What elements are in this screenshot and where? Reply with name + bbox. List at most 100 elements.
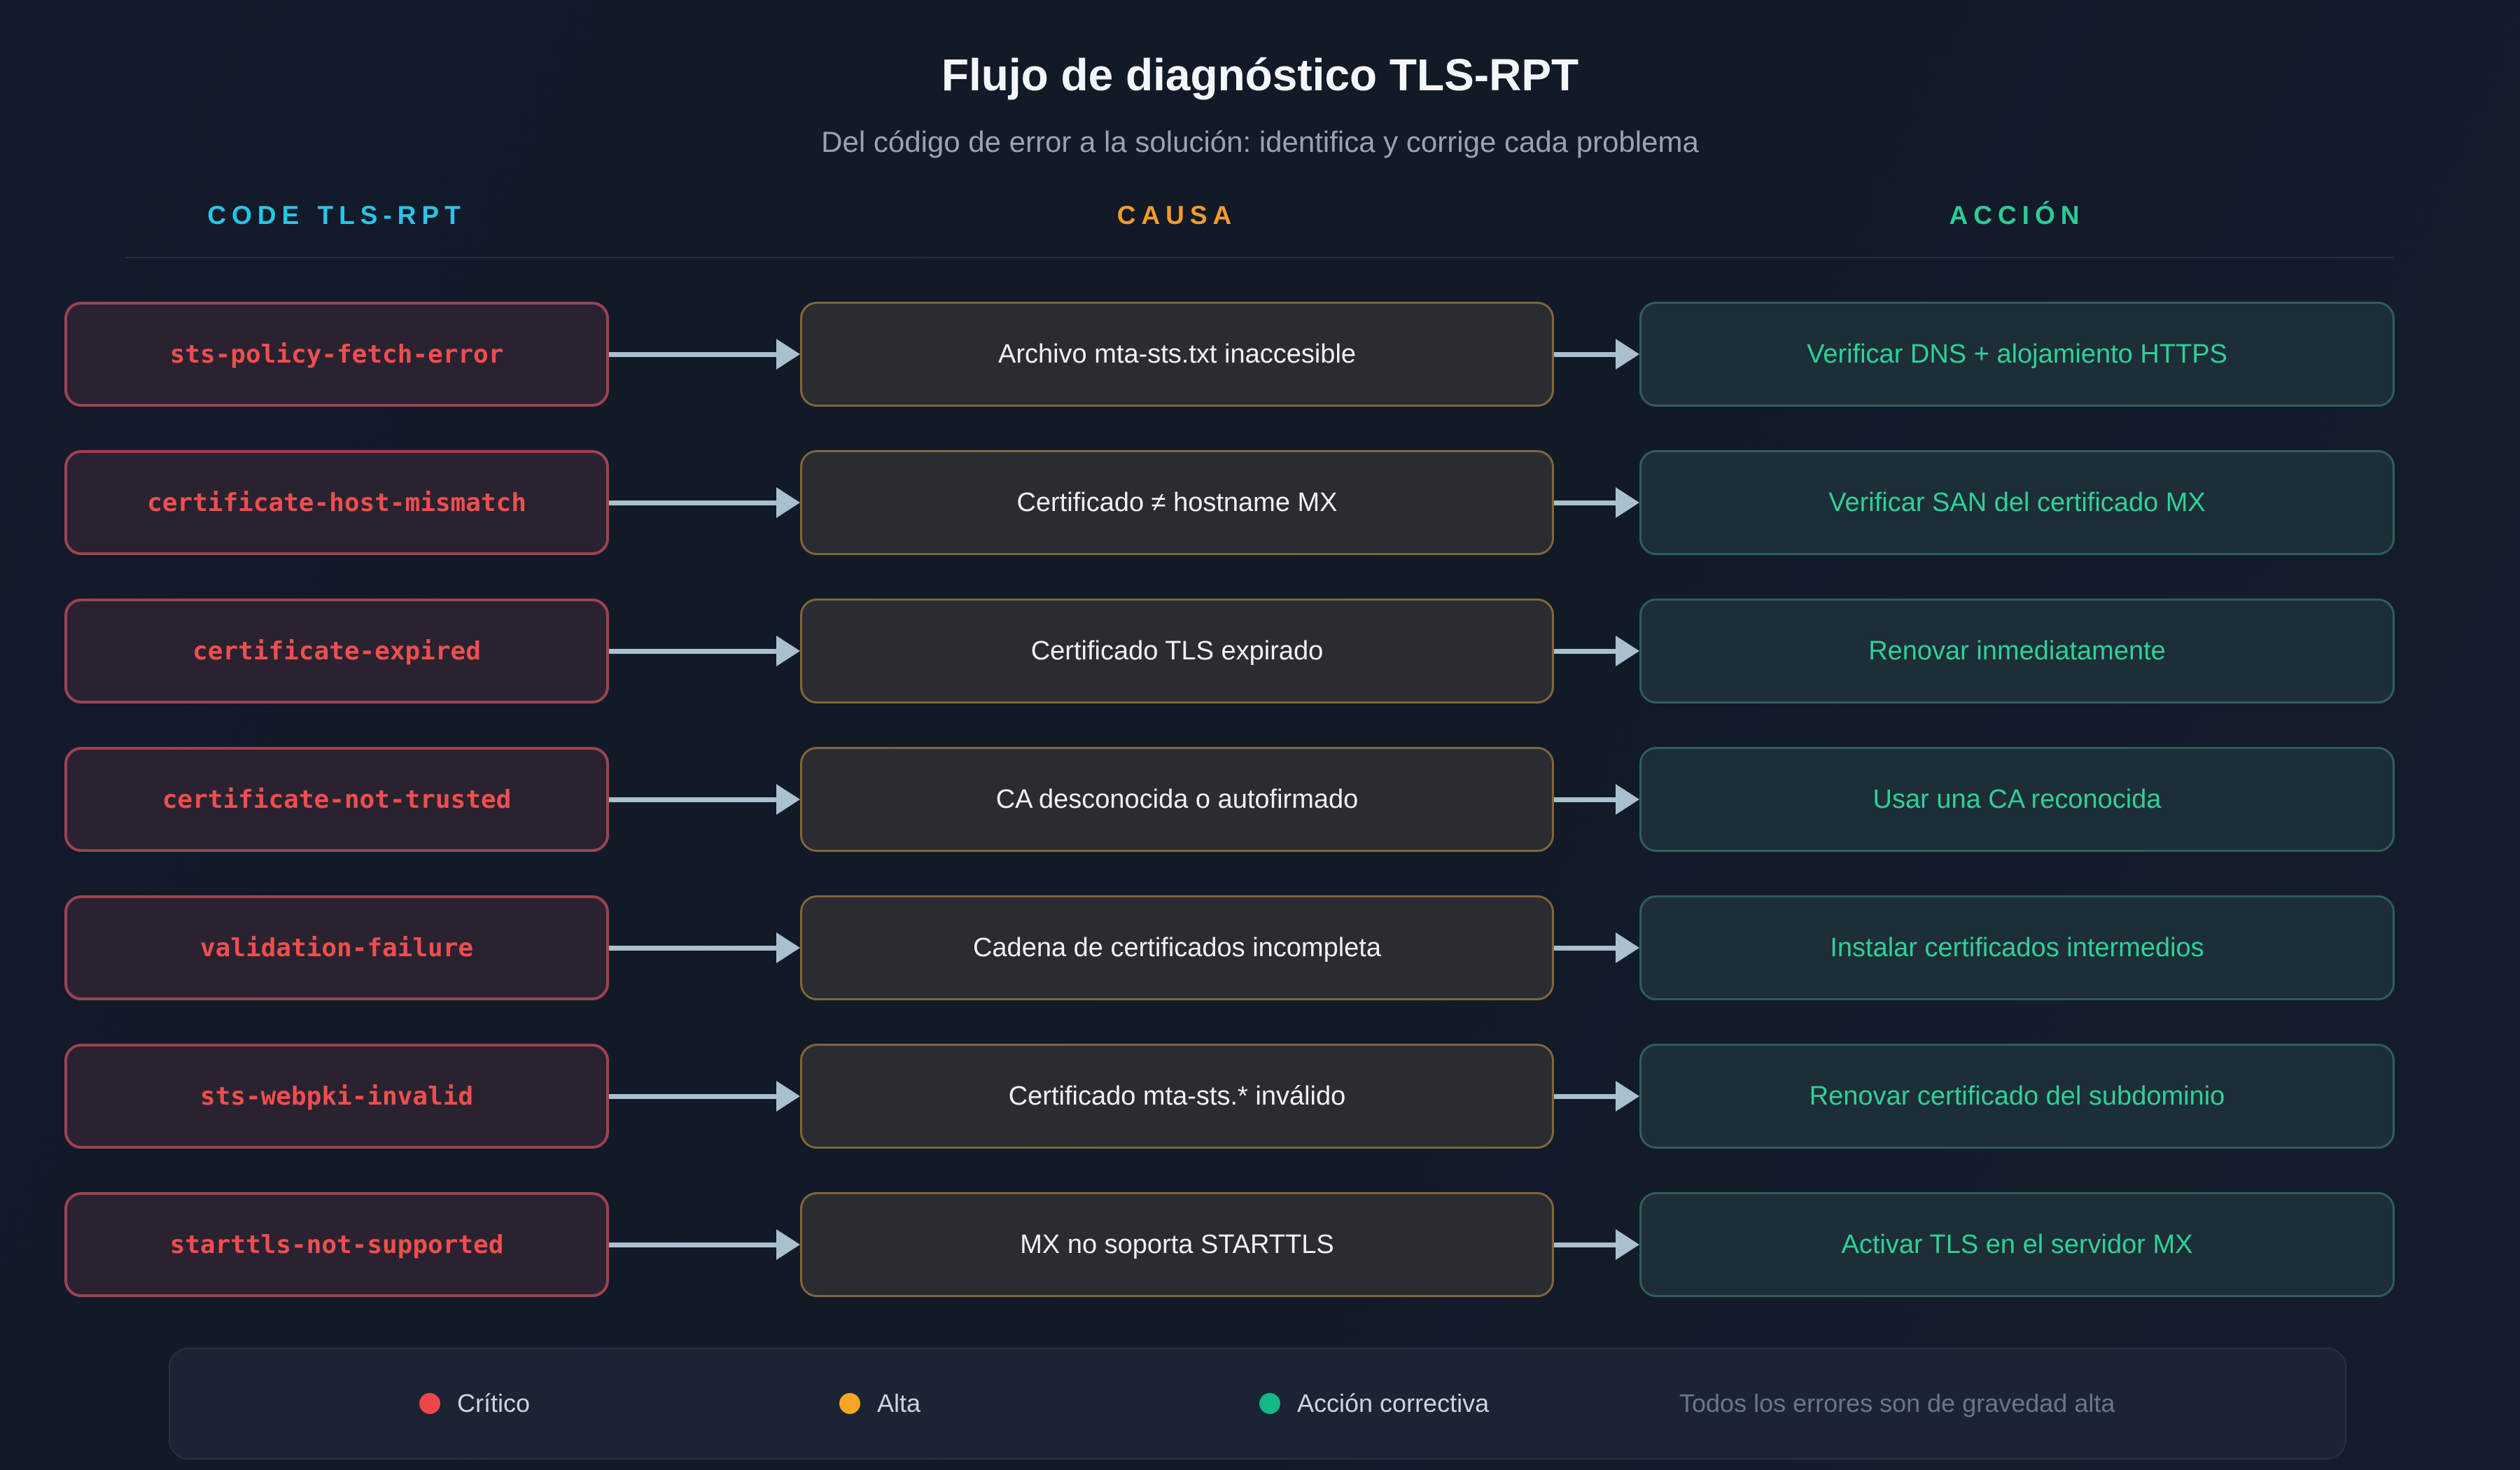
error-code-box: sts-webpki-invalid (64, 1044, 609, 1149)
action-box: Usar una CA reconocida (1639, 747, 2395, 852)
legend-item-high: Alta (839, 1389, 1259, 1418)
flow-rows: sts-policy-fetch-error Archivo mta-sts.t… (0, 302, 2520, 1297)
cause-label: Archivo mta-sts.txt inaccesible (997, 339, 1357, 369)
cause-box: CA desconocida o autofirmado (800, 747, 1554, 852)
action-label: Renovar certificado del subdominio (1809, 1081, 2225, 1111)
flow-row: starttls-not-supported MX no soporta STA… (64, 1192, 2520, 1297)
high-dot-icon (839, 1393, 860, 1414)
arrow-head (776, 487, 800, 518)
arrow-shaft (609, 1242, 776, 1247)
error-code-label: certificate-expired (192, 636, 481, 666)
arrow-head (776, 1229, 800, 1260)
error-code-label: sts-webpki-invalid (200, 1082, 474, 1111)
cause-label: Cadena de certificados incompleta (972, 932, 1381, 962)
page-subtitle: Del código de error a la solución: ident… (821, 125, 1699, 158)
header-divider (125, 257, 2393, 258)
action-label: Activar TLS en el servidor MX (1841, 1229, 2193, 1259)
arrow-shaft (1554, 797, 1616, 802)
arrow-head (1616, 1229, 1639, 1260)
arrow-head (776, 932, 800, 963)
critical-dot-icon (419, 1393, 440, 1414)
cause-box: Certificado ≠ hostname MX (800, 450, 1554, 555)
action-label: Verificar SAN del certificado MX (1828, 487, 2206, 517)
legend-item-corrective: Acción correctiva (1259, 1389, 1679, 1418)
arrow-right-icon (609, 302, 800, 407)
error-code-label: certificate-host-mismatch (147, 488, 526, 517)
error-code-box: starttls-not-supported (64, 1192, 609, 1297)
action-label: Renovar inmediatamente (1868, 636, 2166, 666)
arrow-right-icon (1554, 302, 1639, 407)
arrow-shaft (1554, 945, 1616, 951)
arrow-right-icon (609, 598, 800, 704)
action-box: Activar TLS en el servidor MX (1639, 1192, 2395, 1297)
arrow-shaft (1554, 351, 1616, 357)
arrow-right-icon (609, 1192, 800, 1297)
arrow-head (1616, 932, 1639, 963)
flow-row: sts-webpki-invalid Certificado mta-sts.*… (64, 1044, 2520, 1149)
error-code-box: certificate-host-mismatch (64, 450, 609, 555)
arrow-head (1616, 487, 1639, 518)
arrow-right-icon (1554, 1192, 1639, 1297)
error-code-box: certificate-not-trusted (64, 747, 609, 852)
column-header-gap (1554, 200, 1639, 230)
cause-box: Archivo mta-sts.txt inaccesible (800, 302, 1554, 407)
legend-bar: Crítico Alta Acción correctiva Todos los… (169, 1348, 2346, 1460)
arrow-head (1616, 339, 1639, 370)
arrow-head (1616, 784, 1639, 815)
legend-label: Crítico (457, 1389, 531, 1418)
arrow-head (776, 1081, 800, 1112)
flow-row: certificate-not-trusted CA desconocida o… (64, 747, 2520, 852)
error-code-label: starttls-not-supported (169, 1230, 504, 1259)
error-code-label: sts-policy-fetch-error (169, 340, 504, 369)
error-code-box: sts-policy-fetch-error (64, 302, 609, 407)
arrow-right-icon (609, 895, 800, 1000)
corrective-dot-icon (1259, 1393, 1280, 1414)
action-box: Verificar DNS + alojamiento HTTPS (1639, 302, 2395, 407)
cause-box: Cadena de certificados incompleta (800, 895, 1554, 1000)
arrow-shaft (1554, 648, 1616, 654)
arrow-shaft (609, 797, 776, 802)
action-box: Renovar certificado del subdominio (1639, 1044, 2395, 1149)
arrow-right-icon (1554, 1044, 1639, 1149)
cause-box: MX no soporta STARTTLS (800, 1192, 1554, 1297)
arrow-right-icon (609, 450, 800, 555)
column-header-gap (609, 200, 800, 230)
column-header-cause: CAUSA (1116, 201, 1238, 230)
arrow-head (776, 784, 800, 815)
cause-label: Certificado TLS expirado (1030, 636, 1324, 666)
legend-label: Alta (877, 1389, 921, 1418)
action-label: Instalar certificados intermedios (1830, 932, 2204, 962)
cause-box: Certificado TLS expirado (800, 598, 1554, 704)
cause-label: CA desconocida o autofirmado (995, 784, 1359, 814)
arrow-head (1616, 636, 1639, 666)
cause-label: Certificado mta-sts.* inválido (1008, 1081, 1346, 1111)
arrow-right-icon (1554, 747, 1639, 852)
arrow-head (1616, 1081, 1639, 1112)
arrow-shaft (1554, 1242, 1616, 1247)
column-header-action: ACCIÓN (1949, 201, 2085, 230)
column-header-code: CODE TLS-RPT (207, 201, 466, 230)
action-box: Renovar inmediatamente (1639, 598, 2395, 704)
arrow-right-icon (609, 1044, 800, 1149)
arrow-right-icon (1554, 598, 1639, 704)
arrow-head (776, 636, 800, 666)
arrow-shaft (609, 945, 776, 951)
arrow-shaft (609, 500, 776, 505)
legend-item-critical: Crítico (419, 1389, 839, 1418)
error-code-box: certificate-expired (64, 598, 609, 704)
flow-row: validation-failure Cadena de certificado… (64, 895, 2520, 1000)
legend-label: Acción correctiva (1297, 1389, 1490, 1418)
legend-note: Todos los errores son de gravedad alta (1679, 1389, 2115, 1418)
arrow-shaft (609, 648, 776, 654)
error-code-box: validation-failure (64, 895, 609, 1000)
arrow-head (776, 339, 800, 370)
page-title: Flujo de diagnóstico TLS-RPT (941, 50, 1579, 100)
arrow-shaft (609, 351, 776, 357)
cause-box: Certificado mta-sts.* inválido (800, 1044, 1554, 1149)
action-box: Instalar certificados intermedios (1639, 895, 2395, 1000)
cause-label: Certificado ≠ hostname MX (1016, 487, 1338, 517)
arrow-shaft (1554, 1093, 1616, 1099)
action-box: Verificar SAN del certificado MX (1639, 450, 2395, 555)
arrow-right-icon (1554, 895, 1639, 1000)
